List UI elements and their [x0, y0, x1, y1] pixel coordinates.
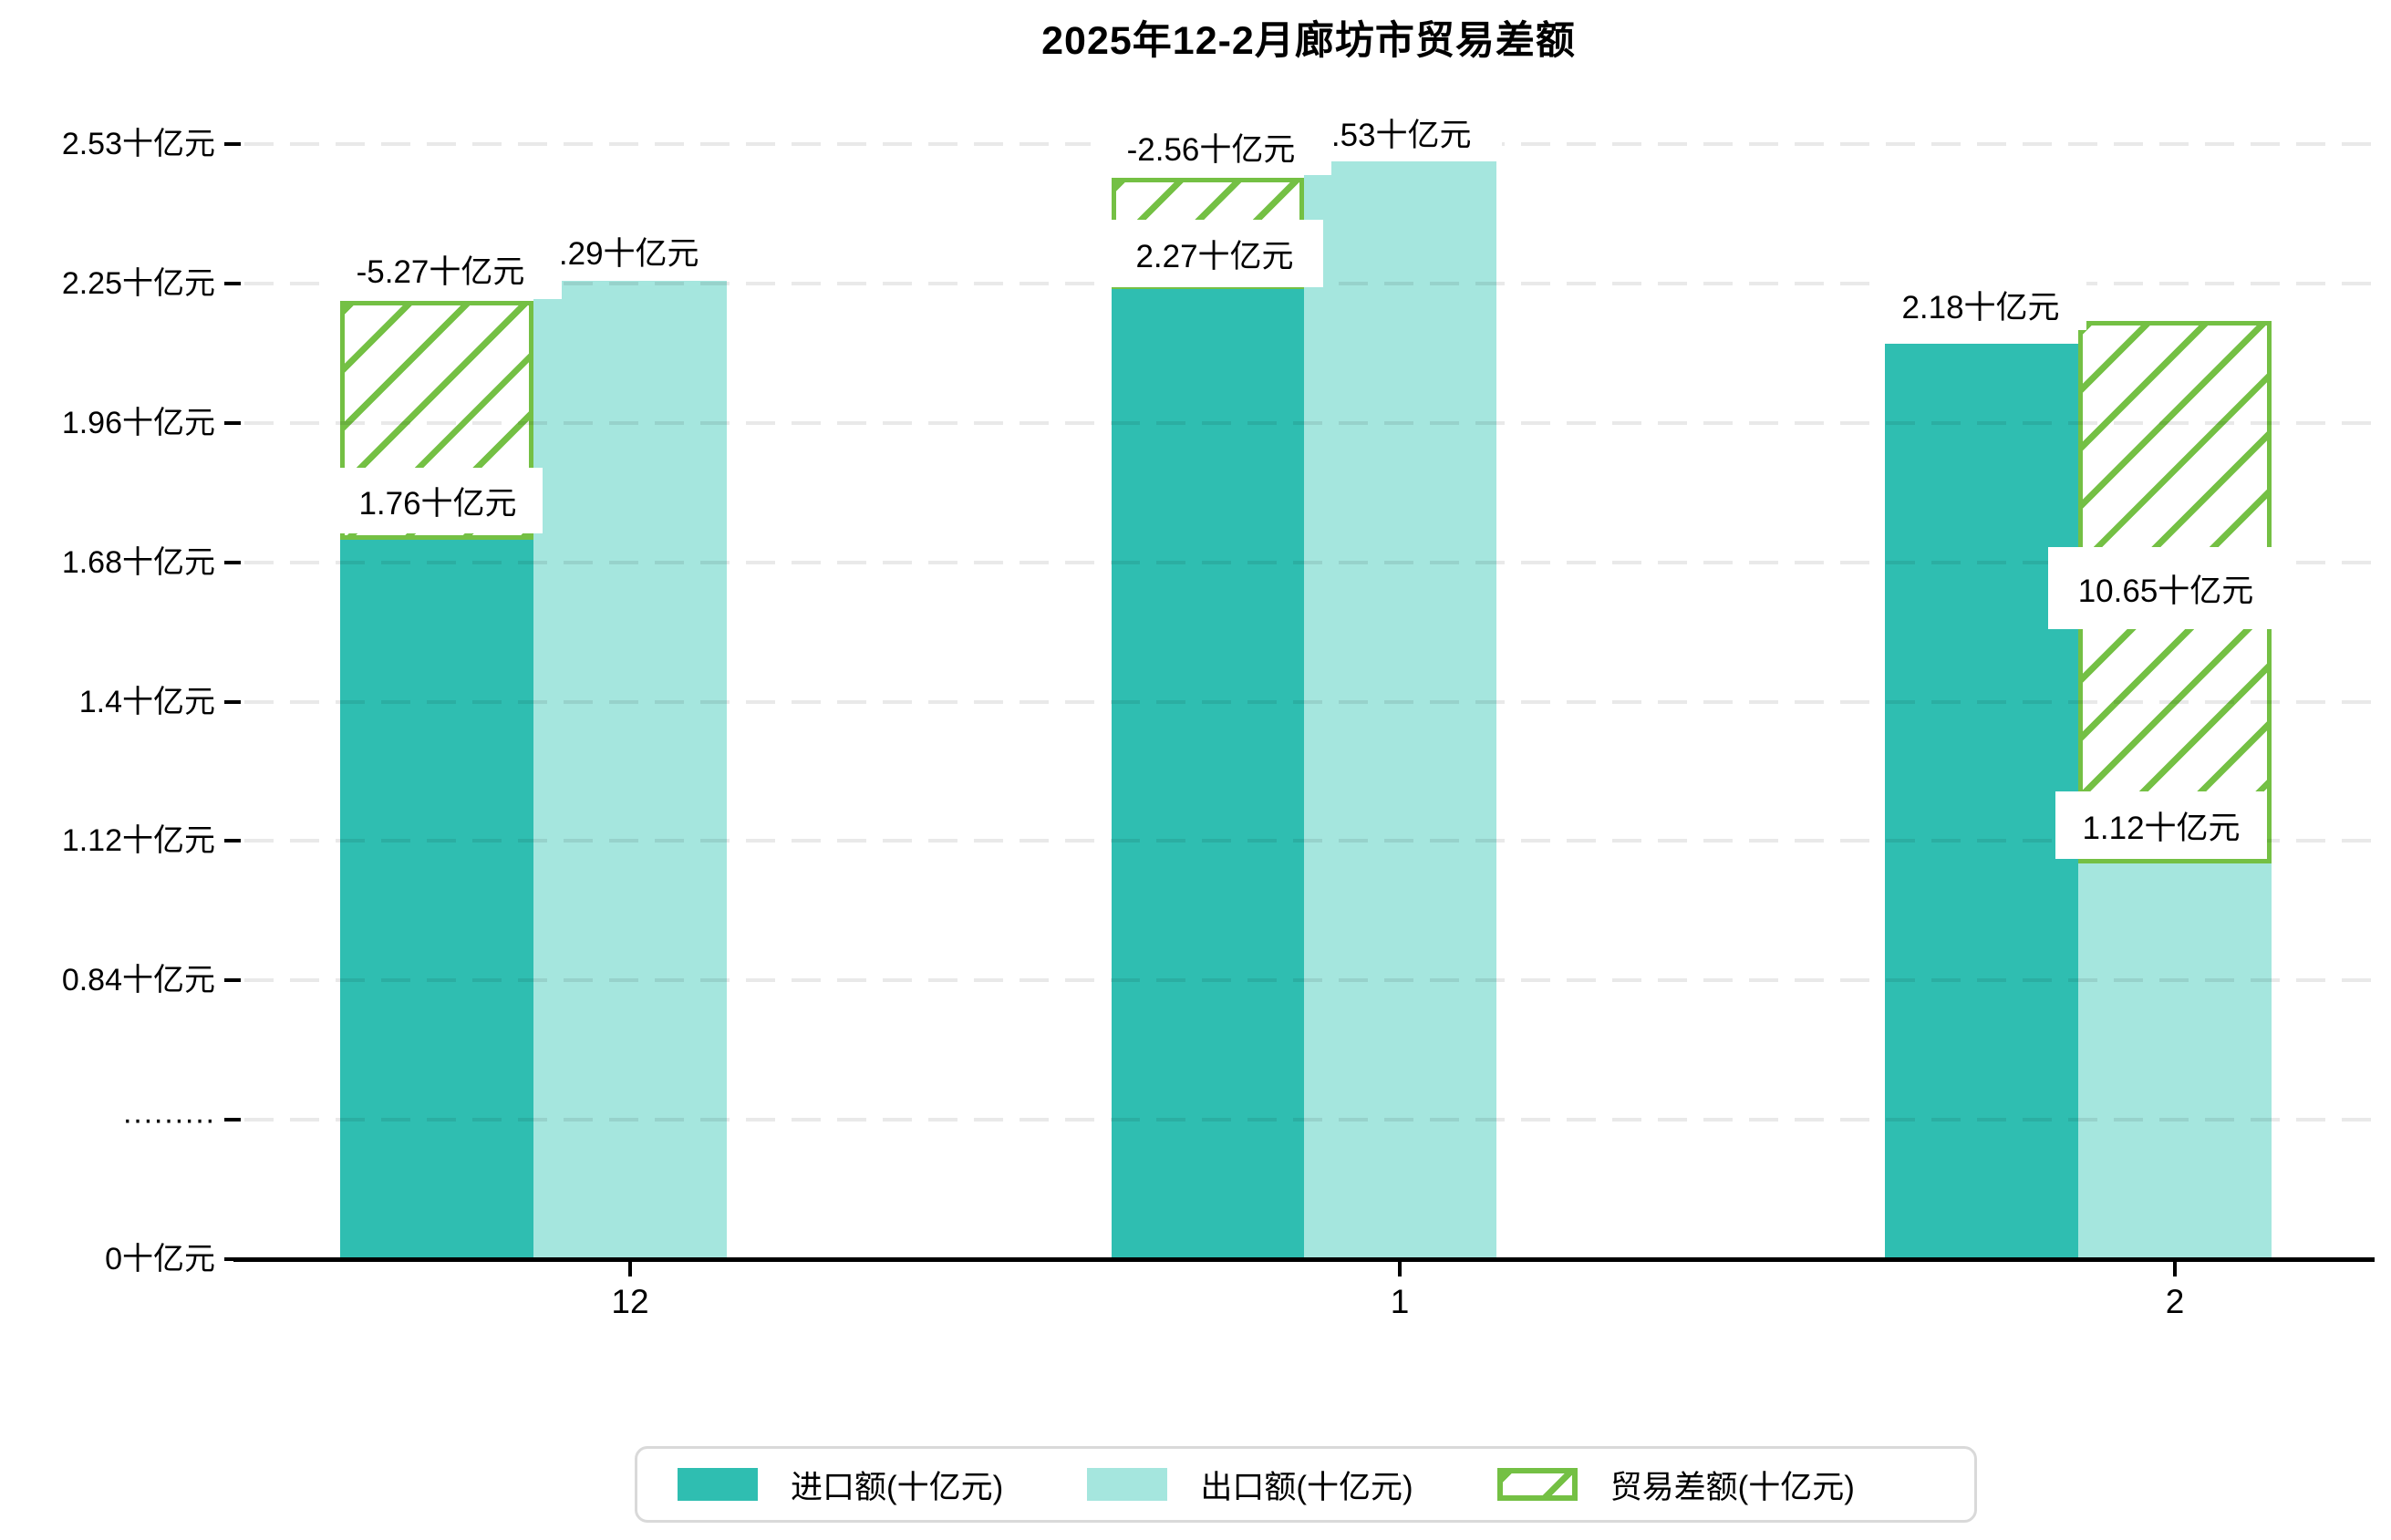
gridline — [244, 421, 2373, 425]
y-axis-label: 1.4十亿元 — [78, 685, 215, 719]
y-tick — [224, 142, 241, 146]
data-label-balance-feb: 10.65十亿元 — [2048, 547, 2283, 629]
x-axis-line — [233, 1257, 2375, 1262]
x-axis-label-feb: 2 — [2165, 1283, 2185, 1320]
balance-hatch-swatch-icon — [1496, 1468, 1578, 1501]
bar-import-feb — [1885, 344, 2078, 1259]
y-tick — [224, 1257, 241, 1261]
data-label-balance-dec: -5.27十亿元 — [319, 239, 562, 299]
legend-label-import: 进口额(十亿元) — [791, 1469, 1004, 1505]
y-axis-label: 2.25十亿元 — [61, 266, 215, 301]
x-axis-label-dec: 12 — [611, 1283, 649, 1320]
y-axis-label: 0十亿元 — [105, 1242, 215, 1276]
y-tick — [224, 839, 241, 842]
data-label-import-feb: 2.18十亿元 — [1875, 279, 2086, 330]
import-swatch-icon — [678, 1468, 758, 1501]
y-tick — [224, 421, 241, 425]
x-axis-label-jan: 1 — [1390, 1283, 1410, 1320]
chart-title: 2025年12-2月廊坊市贸易差额 — [1041, 19, 1576, 63]
bar-import-jan — [1112, 289, 1304, 1259]
data-label-balance-jan: -2.56十亿元 — [1091, 119, 1331, 175]
legend-label-balance: 贸易差额(十亿元) — [1610, 1469, 1855, 1505]
data-label-export-feb: 1.12十亿元 — [2055, 791, 2267, 859]
bar-export-jan — [1304, 161, 1496, 1259]
y-tick — [224, 1118, 241, 1121]
bar-export-feb — [2078, 863, 2272, 1259]
y-axis-label: 1.68十亿元 — [61, 545, 215, 580]
x-tick — [628, 1262, 632, 1276]
y-axis-label: 2.53十亿元 — [61, 127, 215, 161]
data-label-import-dec: 1.76十亿元 — [333, 468, 543, 533]
gridline — [244, 978, 2373, 982]
legend-item-export: 出口额(十亿元) — [1087, 1462, 1413, 1508]
gridline — [244, 561, 2373, 564]
y-axis-label: 1.96十亿元 — [61, 406, 215, 440]
y-axis-label: 0.84十亿元 — [61, 963, 215, 997]
gridline — [244, 839, 2373, 842]
y-tick — [224, 282, 241, 285]
bar-export-dec — [533, 281, 727, 1259]
x-tick — [2173, 1262, 2177, 1276]
y-tick — [224, 700, 241, 704]
legend: 进口额(十亿元) 出口额(十亿元) 贸易差额(十亿元) — [635, 1446, 1977, 1523]
y-axis-label: 1.12十亿元 — [61, 823, 215, 858]
export-swatch-icon — [1087, 1468, 1168, 1501]
legend-label-export: 出口额(十亿元) — [1200, 1469, 1413, 1505]
y-tick — [224, 561, 241, 564]
y-axis-break-label: ········· — [122, 1102, 215, 1137]
legend-item-balance: 贸易差额(十亿元) — [1496, 1462, 1855, 1508]
data-label-import-jan: 2.27十亿元 — [1106, 220, 1323, 287]
bar-import-dec — [340, 540, 533, 1259]
gridline — [244, 1118, 2373, 1121]
y-tick — [224, 978, 241, 982]
gridline — [244, 700, 2373, 704]
x-tick — [1398, 1262, 1402, 1276]
legend-item-import: 进口额(十亿元) — [678, 1462, 1003, 1508]
